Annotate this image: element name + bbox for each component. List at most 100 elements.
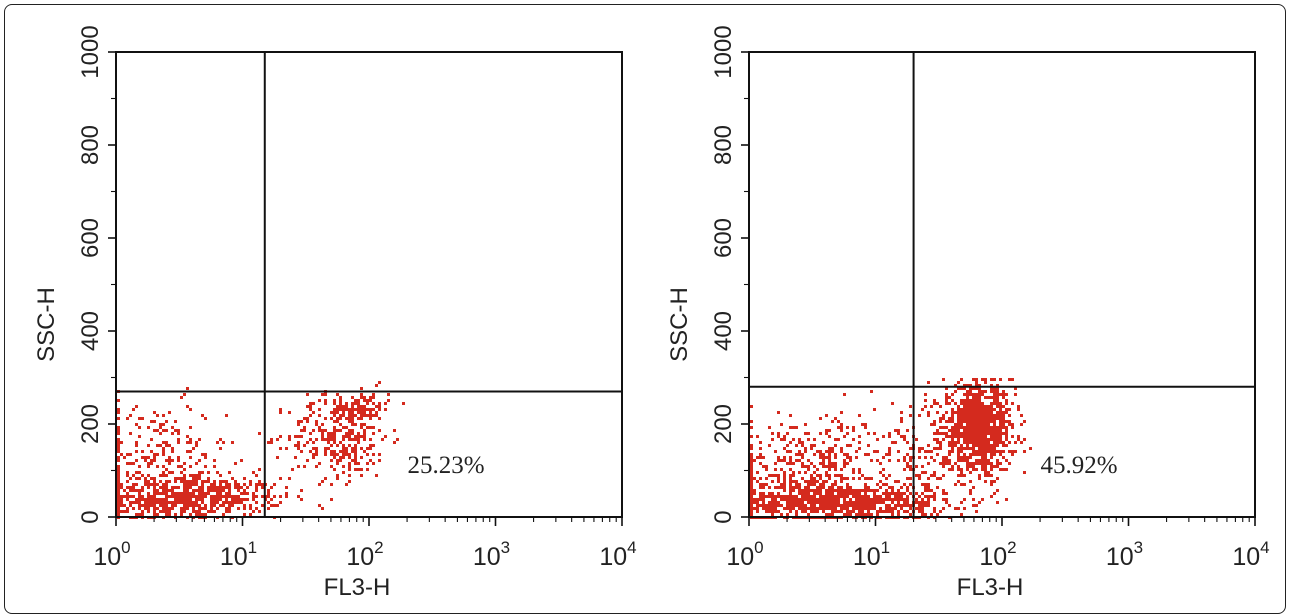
data-point [150,459,153,462]
data-point [969,384,972,387]
data-point [219,495,222,498]
data-point [210,507,213,510]
data-point [942,489,945,492]
data-point [351,438,354,441]
data-point [930,489,933,492]
data-point [972,435,975,438]
data-point [849,510,852,513]
data-point [768,510,771,513]
data-point [867,432,870,435]
data-point [972,396,975,399]
data-point [957,408,960,411]
data-point [963,438,966,441]
data-point [969,411,972,414]
data-point [804,492,807,495]
data-point [867,477,870,480]
data-point [945,411,948,414]
data-point [933,423,936,426]
data-point [996,405,999,408]
data-point [837,486,840,489]
data-point [999,426,1002,429]
data-point [189,474,192,477]
data-point [141,498,144,501]
data-point [984,414,987,417]
data-point [234,480,237,483]
data-point [795,504,798,507]
data-point [861,504,864,507]
data-point [363,399,366,402]
data-point [357,441,360,444]
data-point [930,495,933,498]
data-point [348,432,351,435]
data-point [234,495,237,498]
data-point [195,462,198,465]
data-point [774,450,777,453]
data-point [351,447,354,450]
data-point [204,456,207,459]
data-point [960,444,963,447]
data-point [963,432,966,435]
data-point [810,489,813,492]
data-point [945,420,948,423]
data-point [969,465,972,468]
data-point [228,486,231,489]
data-point [750,471,753,474]
data-point [990,495,993,498]
data-point [243,504,246,507]
data-point [198,471,201,474]
data-point [996,411,999,414]
data-point [777,495,780,498]
data-point [372,402,375,405]
data-point [996,432,999,435]
data-point [159,426,162,429]
data-point [129,495,132,498]
data-point [822,453,825,456]
data-point [198,507,201,510]
data-point [960,501,963,504]
data-point [783,435,786,438]
data-point [774,474,777,477]
data-point [750,507,753,510]
data-point [1023,471,1026,474]
data-point [891,492,894,495]
data-point [360,468,363,471]
data-point [153,456,156,459]
data-point [855,456,858,459]
data-point [789,495,792,498]
data-point [750,486,753,489]
data-point [825,474,828,477]
data-point [879,498,882,501]
data-point [189,480,192,483]
data-point [201,507,204,510]
data-point [324,417,327,420]
data-point [963,483,966,486]
data-point [171,495,174,498]
data-point [270,441,273,444]
data-point [234,462,237,465]
data-point [846,489,849,492]
data-point [366,453,369,456]
data-point [822,495,825,498]
data-point [999,405,1002,408]
data-point [945,393,948,396]
data-point [966,399,969,402]
data-point [1023,420,1026,423]
data-point [990,384,993,387]
data-point [774,495,777,498]
data-point [129,414,132,417]
data-point [1014,441,1017,444]
data-point [366,402,369,405]
data-point [798,501,801,504]
data-point [825,507,828,510]
data-point [942,438,945,441]
data-point [996,477,999,480]
data-point [198,486,201,489]
data-point [963,453,966,456]
data-point [183,474,186,477]
data-point [141,495,144,498]
data-point [156,483,159,486]
data-point [759,498,762,501]
data-point [315,438,318,441]
data-point [807,468,810,471]
data-point [831,465,834,468]
